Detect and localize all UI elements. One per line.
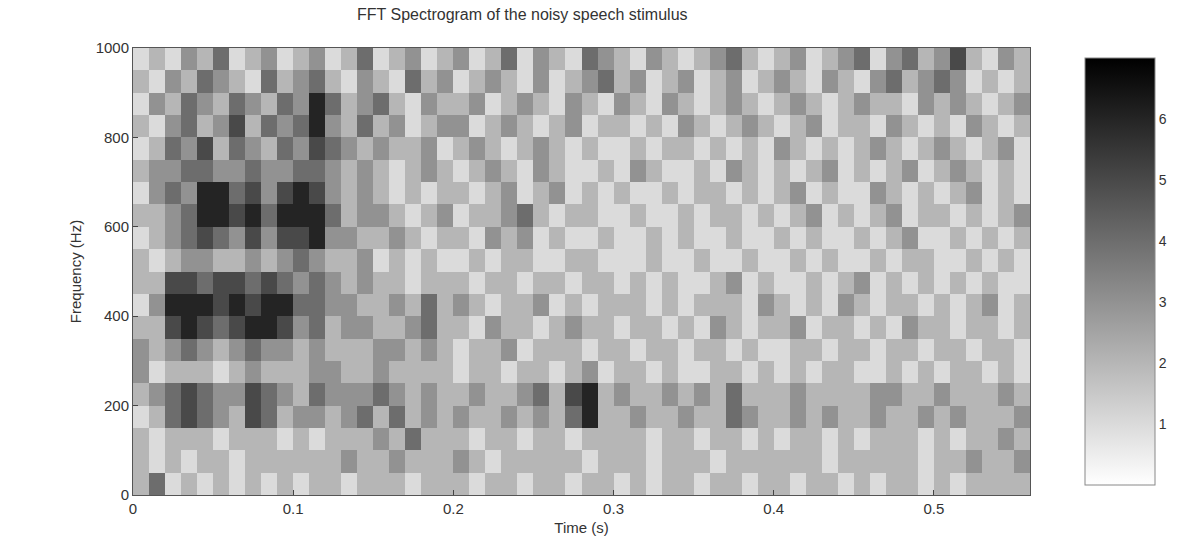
svg-text:400: 400 <box>104 307 129 324</box>
svg-text:4: 4 <box>1159 233 1167 249</box>
svg-text:600: 600 <box>104 218 129 235</box>
svg-text:Time (s): Time (s) <box>554 519 608 536</box>
svg-text:0.5: 0.5 <box>923 500 944 517</box>
svg-text:0: 0 <box>121 486 129 503</box>
svg-text:0.1: 0.1 <box>283 500 304 517</box>
svg-text:Frequency (Hz): Frequency (Hz) <box>67 220 84 323</box>
svg-text:200: 200 <box>104 397 129 414</box>
svg-text:6: 6 <box>1159 111 1167 127</box>
svg-text:0.4: 0.4 <box>763 500 784 517</box>
svg-text:1: 1 <box>1159 416 1167 432</box>
svg-text:2: 2 <box>1159 355 1167 371</box>
svg-text:0.2: 0.2 <box>443 500 464 517</box>
svg-text:0.3: 0.3 <box>603 500 624 517</box>
svg-text:FFT Spectrogram of the noisy s: FFT Spectrogram of the noisy speech stim… <box>357 6 688 23</box>
svg-text:800: 800 <box>104 129 129 146</box>
svg-text:0: 0 <box>129 500 137 517</box>
svg-text:3: 3 <box>1159 294 1167 310</box>
svg-text:1000: 1000 <box>96 39 129 56</box>
svg-text:5: 5 <box>1159 172 1167 188</box>
